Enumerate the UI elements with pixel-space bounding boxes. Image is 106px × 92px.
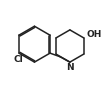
Text: OH: OH <box>87 30 102 39</box>
Text: N: N <box>66 63 74 72</box>
Text: Cl: Cl <box>14 55 23 64</box>
